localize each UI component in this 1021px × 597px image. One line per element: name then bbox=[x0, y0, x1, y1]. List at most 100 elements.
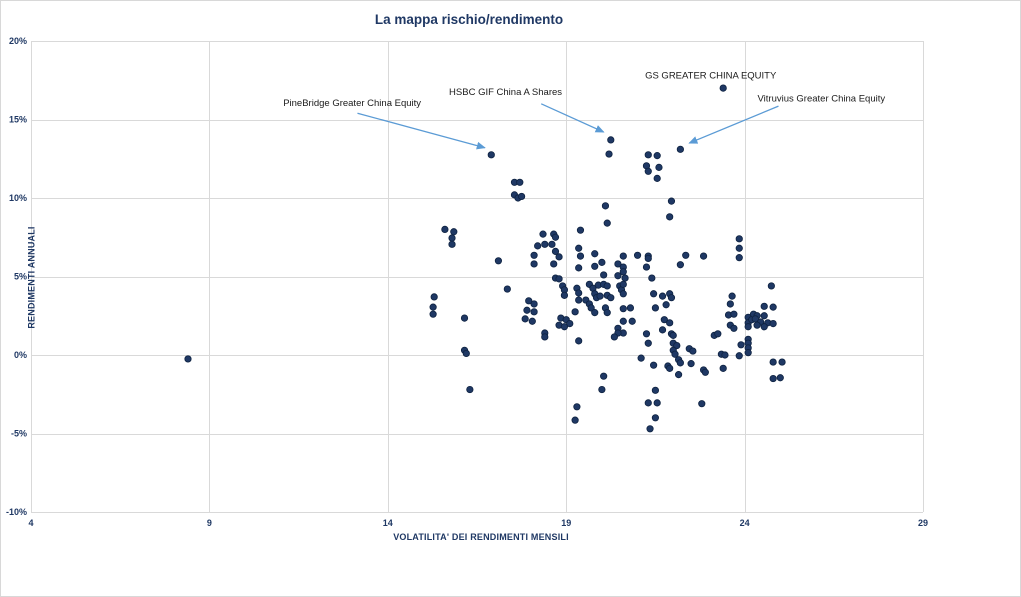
annotation-arrow bbox=[357, 112, 486, 150]
data-point bbox=[525, 297, 533, 305]
data-point bbox=[760, 312, 768, 320]
data-point bbox=[603, 309, 611, 317]
data-point bbox=[517, 192, 526, 201]
data-point bbox=[576, 226, 585, 234]
data-point bbox=[701, 368, 709, 376]
data-point bbox=[760, 302, 768, 310]
x-axis-title: VOLATILITA' DEI RENDIMENTI MENSILI bbox=[393, 532, 569, 542]
data-point bbox=[644, 151, 652, 159]
data-point bbox=[769, 358, 777, 366]
data-point bbox=[651, 414, 660, 422]
data-point bbox=[719, 364, 727, 372]
data-point bbox=[530, 260, 538, 268]
data-point bbox=[667, 294, 676, 302]
data-point bbox=[721, 351, 729, 359]
data-point bbox=[658, 326, 667, 334]
data-point bbox=[534, 242, 542, 250]
data-point bbox=[650, 361, 658, 369]
data-point bbox=[619, 268, 627, 276]
data-point bbox=[539, 230, 547, 238]
data-point bbox=[600, 372, 608, 380]
data-point bbox=[619, 305, 627, 313]
annotation-label: PineBridge Greater China Equity bbox=[283, 98, 421, 109]
data-point bbox=[737, 341, 745, 349]
data-point bbox=[619, 252, 627, 260]
data-point bbox=[591, 262, 599, 270]
y-tick-label: 10% bbox=[9, 193, 27, 203]
data-point bbox=[555, 275, 563, 283]
data-point bbox=[735, 254, 743, 262]
data-point bbox=[575, 289, 583, 297]
data-point bbox=[642, 330, 651, 338]
data-point bbox=[466, 385, 474, 394]
data-point bbox=[676, 145, 684, 153]
annotation-label: GS GREATER CHINA EQUITY bbox=[645, 71, 777, 82]
data-point bbox=[753, 321, 761, 329]
data-point bbox=[676, 261, 684, 269]
annotation-arrow bbox=[540, 103, 605, 133]
data-point bbox=[550, 260, 558, 268]
annotation-label: Vitruvius Greater China Equity bbox=[758, 93, 886, 104]
y-tick-label: -10% bbox=[6, 507, 27, 517]
x-tick-label: 24 bbox=[740, 518, 750, 528]
data-point bbox=[735, 235, 743, 243]
data-point bbox=[735, 244, 743, 252]
data-point bbox=[450, 228, 458, 236]
data-point bbox=[575, 337, 583, 345]
x-tick-label: 9 bbox=[207, 518, 212, 528]
data-point bbox=[744, 349, 752, 357]
data-point bbox=[682, 251, 690, 259]
data-point bbox=[441, 225, 449, 233]
data-point bbox=[575, 296, 583, 304]
data-point bbox=[610, 333, 618, 341]
data-point bbox=[448, 234, 456, 242]
data-point bbox=[653, 152, 661, 160]
data-point bbox=[551, 247, 560, 255]
data-point bbox=[600, 271, 608, 279]
data-point bbox=[730, 310, 738, 318]
y-tick-label: 5% bbox=[14, 272, 27, 282]
data-point bbox=[648, 274, 656, 282]
data-point bbox=[642, 263, 651, 271]
data-point bbox=[596, 292, 604, 300]
data-point bbox=[460, 314, 469, 322]
data-point bbox=[560, 291, 569, 299]
data-point bbox=[689, 347, 697, 355]
data-point bbox=[591, 309, 599, 317]
data-point bbox=[776, 374, 784, 382]
data-point bbox=[601, 202, 610, 210]
data-point bbox=[660, 316, 668, 324]
data-point bbox=[655, 163, 663, 171]
data-point bbox=[429, 303, 437, 311]
data-point bbox=[571, 416, 579, 424]
data-point bbox=[603, 219, 611, 227]
data-point bbox=[767, 282, 775, 290]
data-point bbox=[666, 364, 674, 372]
y-tick-label: -5% bbox=[11, 429, 27, 439]
data-point bbox=[566, 319, 574, 328]
data-point bbox=[607, 294, 615, 302]
data-point bbox=[728, 292, 736, 300]
data-point bbox=[726, 300, 734, 308]
data-point bbox=[548, 240, 556, 248]
data-point bbox=[494, 257, 503, 265]
data-point bbox=[516, 178, 524, 186]
data-point bbox=[575, 264, 583, 272]
data-point bbox=[666, 319, 674, 327]
data-point bbox=[637, 354, 645, 362]
data-point bbox=[607, 136, 615, 144]
x-tick-label: 4 bbox=[28, 518, 33, 528]
data-point bbox=[521, 315, 529, 323]
data-point bbox=[644, 399, 652, 407]
data-point bbox=[551, 233, 560, 241]
y-axis-title: RENDIMENTI ANNUALI bbox=[26, 226, 37, 329]
data-point bbox=[619, 317, 627, 325]
data-point bbox=[658, 292, 667, 300]
data-point bbox=[769, 319, 777, 328]
data-point bbox=[744, 323, 752, 331]
data-point bbox=[714, 330, 722, 338]
data-point bbox=[528, 317, 536, 325]
data-point bbox=[487, 151, 495, 159]
data-point bbox=[575, 244, 583, 252]
